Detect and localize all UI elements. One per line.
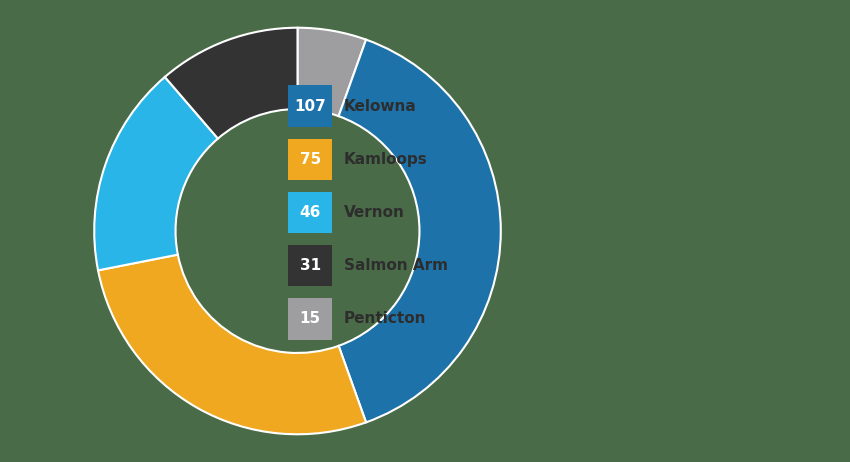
- Text: 75: 75: [299, 152, 320, 167]
- Text: Penticton: Penticton: [343, 311, 426, 326]
- FancyBboxPatch shape: [288, 85, 332, 127]
- Text: 107: 107: [294, 99, 326, 114]
- Text: 46: 46: [299, 205, 321, 220]
- Wedge shape: [298, 28, 366, 116]
- Text: Vernon: Vernon: [343, 205, 405, 220]
- FancyBboxPatch shape: [288, 245, 332, 286]
- Wedge shape: [98, 255, 366, 434]
- Text: Salmon Arm: Salmon Arm: [343, 258, 448, 273]
- Wedge shape: [338, 40, 501, 422]
- FancyBboxPatch shape: [288, 139, 332, 180]
- FancyBboxPatch shape: [288, 298, 332, 340]
- Wedge shape: [94, 77, 218, 270]
- Text: Kamloops: Kamloops: [343, 152, 428, 167]
- FancyBboxPatch shape: [288, 192, 332, 233]
- Text: 31: 31: [300, 258, 320, 273]
- Text: 15: 15: [300, 311, 320, 326]
- Text: Kelowna: Kelowna: [343, 99, 416, 114]
- Wedge shape: [165, 28, 298, 139]
